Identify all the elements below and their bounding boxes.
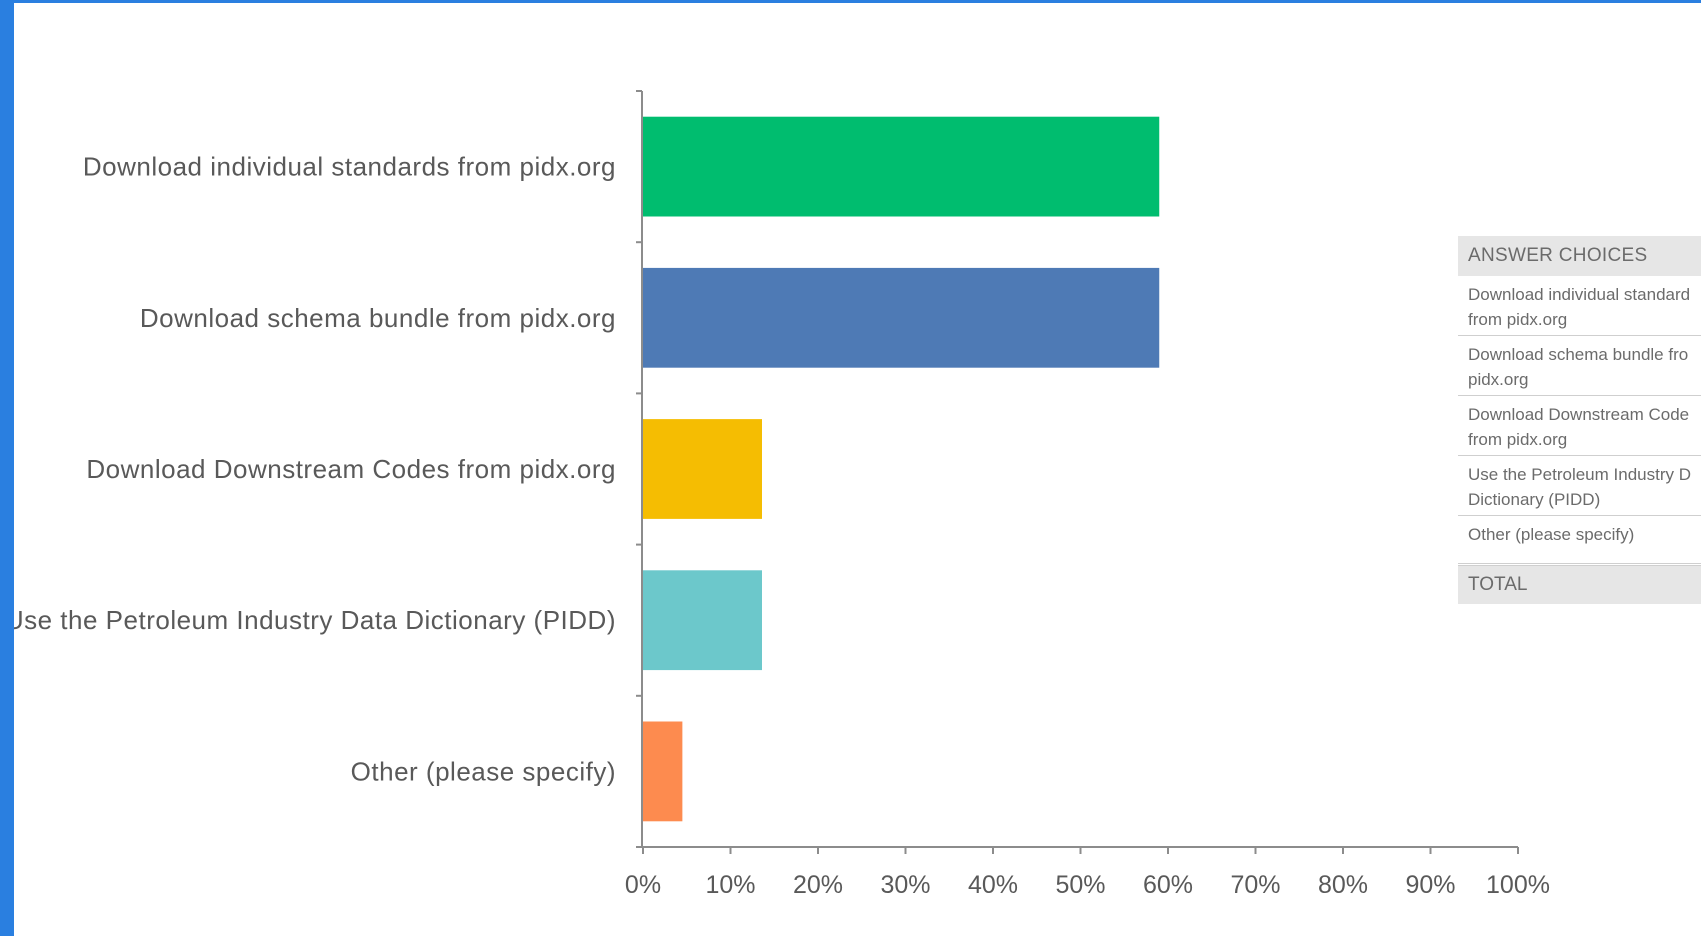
answer-row-line: from pidx.org [1468, 310, 1568, 329]
bar [643, 116, 1160, 217]
answer-choices-table: ANSWER CHOICES Download individual stand… [1458, 236, 1701, 604]
category-label: Download Downstream Codes from pidx.org [86, 454, 616, 484]
bar [643, 419, 762, 519]
answer-row-line: Download individual standard [1468, 285, 1691, 304]
answer-row-line: from pidx.org [1468, 430, 1568, 449]
x-tick-label: 0% [625, 871, 661, 899]
answer-row: Use the Petroleum Industry D Dictionary … [1458, 456, 1701, 516]
bar [643, 267, 1160, 368]
bar [643, 721, 683, 822]
answer-row-line: Download schema bundle fro [1468, 345, 1689, 364]
x-tick-label: 10% [705, 871, 755, 899]
answer-row-line: Dictionary (PIDD) [1468, 490, 1601, 509]
category-label: Download individual standards from pidx.… [83, 152, 616, 182]
answer-choices-header: ANSWER CHOICES [1458, 236, 1701, 276]
bar-chart: 0% 10% 20% 30% 40% 50% 60% 70% 80% 90% 100% Downlo… [14, 90, 1550, 899]
answer-row-line: Use the Petroleum Industry D [1468, 465, 1691, 484]
category-label: Other (please specify) [351, 756, 616, 786]
x-tick-label: 80% [1318, 871, 1368, 899]
x-tick-label: 20% [793, 871, 843, 899]
answer-row: Other (please specify) [1458, 516, 1701, 564]
x-tick-label: 30% [880, 871, 930, 899]
x-tick-label: 100% [1486, 871, 1550, 899]
x-tick-label: 60% [1143, 871, 1193, 899]
answer-row: Download Downstream Code from pidx.org [1458, 396, 1701, 456]
x-tick-label: 50% [1055, 871, 1105, 899]
y-axis-ticks [636, 90, 642, 848]
category-label: Use the Petroleum Industry Data Dictiona… [14, 605, 616, 635]
x-tick-label: 40% [968, 871, 1018, 899]
answer-row: Download schema bundle fro pidx.org [1458, 336, 1701, 396]
answer-row: Download individual standard from pidx.o… [1458, 276, 1701, 336]
category-label: Download schema bundle from pidx.org [140, 303, 616, 333]
category-labels: Download individual standards from pidx.… [14, 152, 616, 787]
x-axis-ticks: 0% 10% 20% 30% 40% 50% 60% 70% 80% 90% 100% [625, 847, 1550, 899]
bar-series [643, 116, 1160, 822]
answer-row-line: pidx.org [1468, 370, 1529, 389]
x-tick-label: 70% [1230, 871, 1280, 899]
answer-row-line: Other (please specify) [1468, 525, 1635, 544]
answer-row-line: Download Downstream Code [1468, 405, 1690, 424]
x-tick-label: 90% [1405, 871, 1455, 899]
bar [643, 570, 762, 671]
answer-total-row: TOTAL [1458, 565, 1701, 604]
chart-slide: 0% 10% 20% 30% 40% 50% 60% 70% 80% 90% 100% Downlo… [14, 3, 1701, 936]
